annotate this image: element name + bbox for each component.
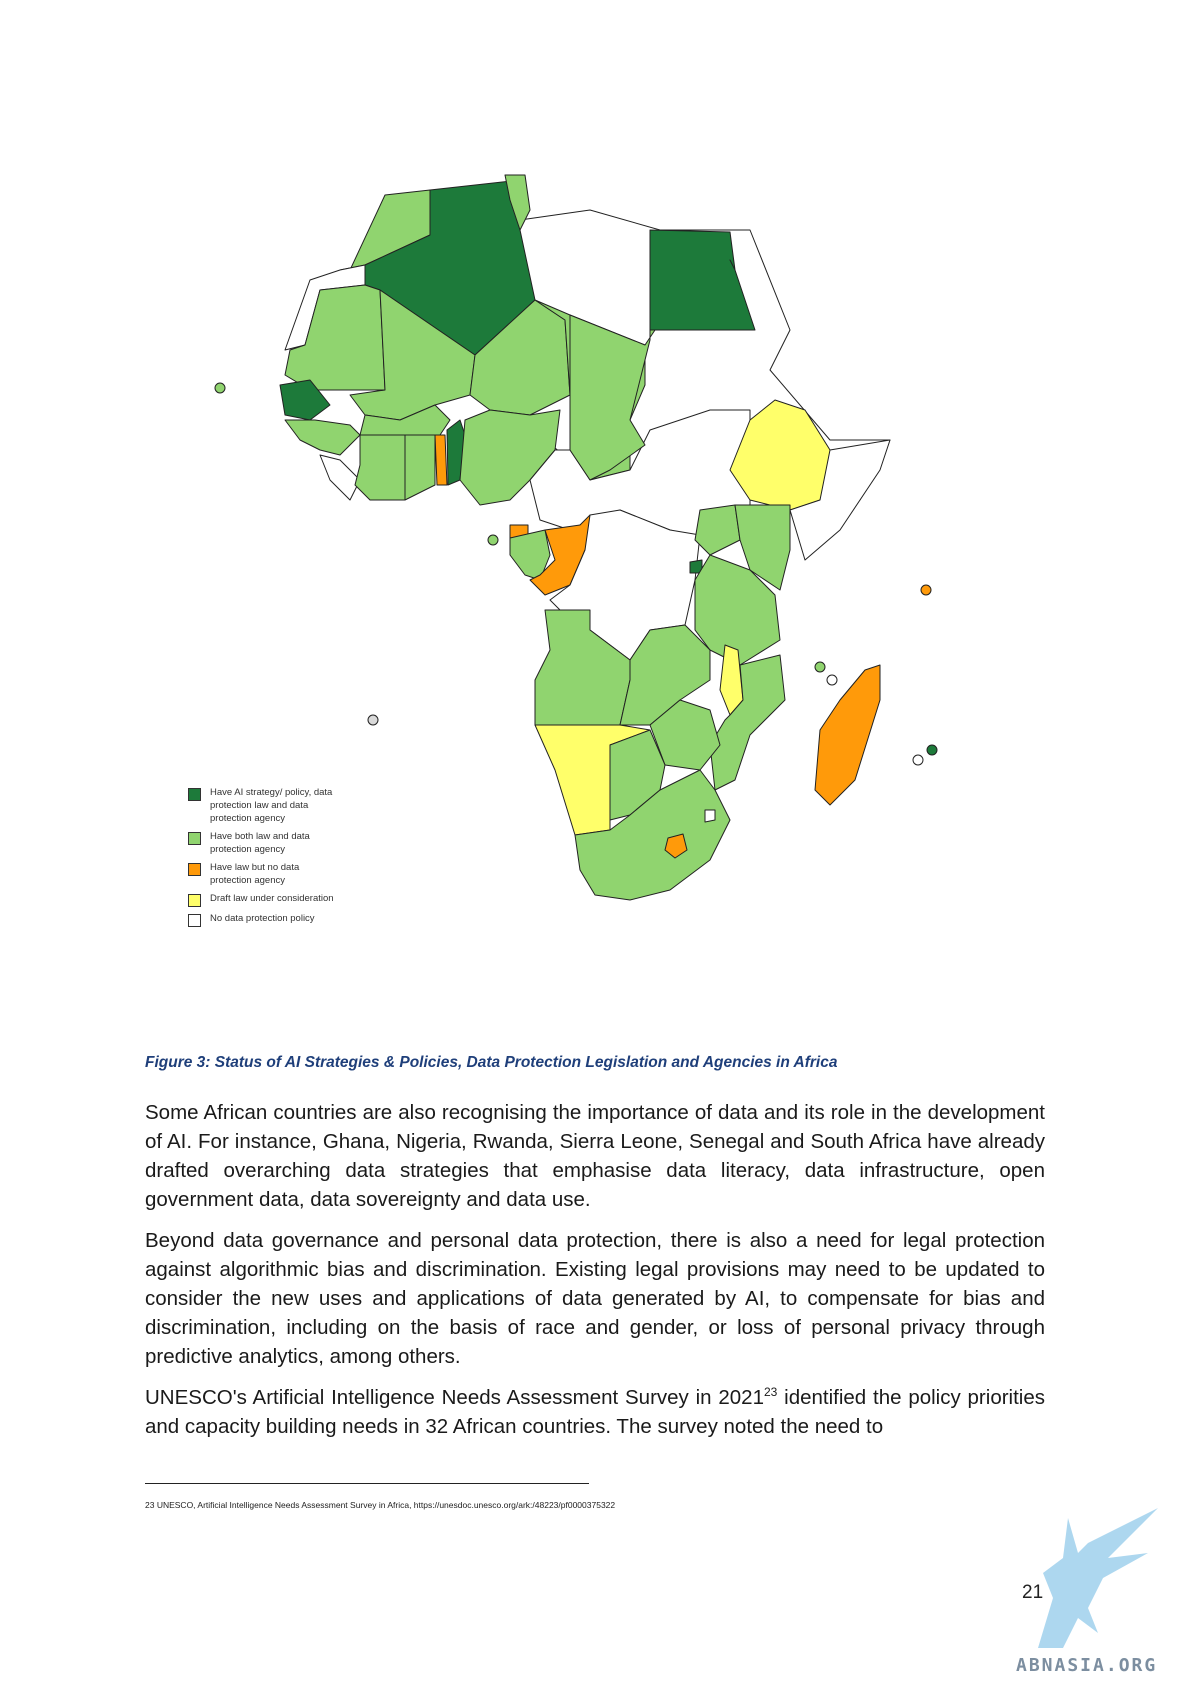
legend-item-law-no-agency: Have law but no data protection agency bbox=[188, 861, 348, 887]
legend-label: Have both law and data protection agency bbox=[210, 831, 310, 855]
footnote: 23 UNESCO, Artificial Intelligence Needs… bbox=[145, 1500, 616, 1510]
map-region-cote-divoire bbox=[354, 434, 406, 501]
legend-label: No data protection policy bbox=[210, 913, 315, 924]
map-island-seychelles bbox=[920, 584, 932, 596]
map-region-burkina-faso bbox=[359, 404, 451, 436]
map-region-sierra-leone-liberia bbox=[319, 454, 361, 501]
abnasia-logo-icon bbox=[1038, 1508, 1158, 1648]
legend-swatch bbox=[188, 832, 201, 845]
body-paragraph-3-end: identified the policy priorities and cap… bbox=[145, 1386, 1045, 1438]
map-region-senegal bbox=[279, 379, 331, 421]
map-island-sao-tome bbox=[487, 534, 499, 546]
map-island-st-helena bbox=[367, 714, 379, 726]
logo-wordmark: ABNASIA.ORG bbox=[1016, 1655, 1158, 1676]
legend-item-ai-strategy: Have AI strategy/ policy, data protectio… bbox=[188, 786, 348, 825]
map-region-south-africa bbox=[574, 769, 731, 901]
map-legend: Have AI strategy/ policy, data protectio… bbox=[188, 786, 348, 932]
map-region-guinea bbox=[284, 419, 361, 456]
map-region-eswatini bbox=[704, 809, 716, 823]
map-region-togo bbox=[434, 434, 448, 486]
body-paragraph-2: Beyond data governance and personal data… bbox=[145, 1229, 1045, 1368]
africa-data-protection-map bbox=[214, 174, 938, 901]
map-region-sudan bbox=[569, 314, 656, 481]
footnote-reference[interactable]: 23 bbox=[763, 1385, 778, 1400]
legend-swatch bbox=[188, 788, 201, 801]
map-region-ghana bbox=[404, 434, 436, 501]
map-region-lesotho bbox=[664, 833, 688, 859]
map-region-uganda bbox=[694, 504, 741, 556]
footnote-divider bbox=[145, 1483, 589, 1484]
legend-swatch bbox=[188, 894, 201, 907]
map-island-comoros-2 bbox=[826, 674, 838, 686]
legend-item-no-policy: No data protection policy bbox=[188, 912, 348, 927]
map-region-madagascar bbox=[814, 664, 881, 806]
map-island-reunion bbox=[912, 754, 924, 766]
map-island-cape-verde bbox=[214, 382, 226, 394]
figure-caption: Figure 3: Status of AI Strategies & Poli… bbox=[145, 1054, 838, 1071]
legend-item-draft-law: Draft law under consideration bbox=[188, 892, 348, 907]
body-paragraph-1: Some African countries are also recognis… bbox=[145, 1101, 1045, 1211]
legend-label: Have law but no data protection agency bbox=[210, 862, 300, 886]
legend-label: Draft law under consideration bbox=[210, 893, 334, 904]
map-island-mauritius bbox=[926, 744, 938, 756]
legend-swatch bbox=[188, 914, 201, 927]
map-region-tunisia bbox=[504, 174, 531, 231]
legend-swatch bbox=[188, 863, 201, 876]
map-region-tanzania bbox=[694, 554, 781, 666]
map-region-egypt bbox=[649, 229, 756, 331]
map-region-kenya bbox=[734, 504, 791, 591]
legend-item-law-and-agency: Have both law and data protection agency bbox=[188, 830, 348, 856]
legend-label: Have AI strategy/ policy, data protectio… bbox=[210, 787, 333, 824]
map-island-comoros-1 bbox=[814, 661, 826, 673]
map-region-somalia bbox=[789, 439, 891, 561]
map-region-zambia bbox=[619, 624, 711, 726]
body-paragraph-3: UNESCO's Artificial Intelligence Needs A… bbox=[145, 1383, 1045, 1441]
page-number: 21 bbox=[1022, 1582, 1044, 1603]
body-paragraph-3-start: UNESCO's Artificial Intelligence Needs A… bbox=[145, 1386, 764, 1409]
